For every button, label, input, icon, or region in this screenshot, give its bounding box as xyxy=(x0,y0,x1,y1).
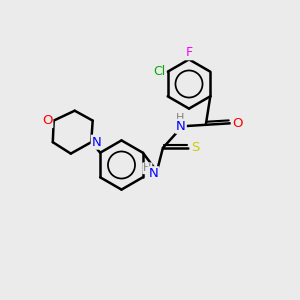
Text: N: N xyxy=(176,120,186,133)
Text: H: H xyxy=(143,163,152,173)
Text: O: O xyxy=(42,114,52,127)
Text: O: O xyxy=(232,117,242,130)
Text: Cl: Cl xyxy=(153,65,165,78)
Text: F: F xyxy=(185,46,193,59)
Text: H: H xyxy=(176,113,184,123)
Text: N: N xyxy=(92,136,101,149)
Text: N: N xyxy=(148,167,158,180)
Text: S: S xyxy=(191,141,199,154)
